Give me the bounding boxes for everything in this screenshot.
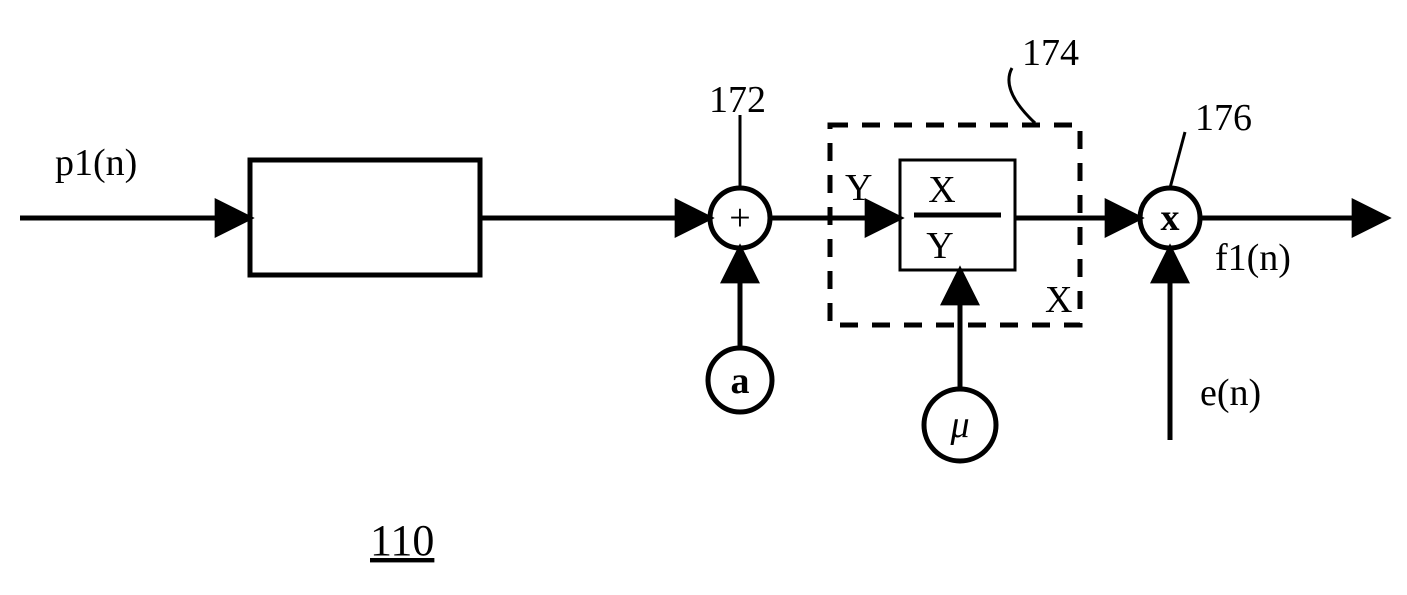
block-diagram: + a X Y Y X μ x p1(n) f1(n) e(n) 172 174… [0, 0, 1407, 595]
denominator-y: Y [926, 225, 953, 267]
divider-dashed-box [830, 125, 1080, 325]
multiplier: x [1140, 188, 1200, 248]
error-signal-label: e(n) [1200, 372, 1261, 414]
ref-172: 172 [709, 79, 766, 121]
ref-176: 176 [1195, 97, 1252, 139]
y-port-label: Y [845, 167, 872, 209]
mu-source: μ [924, 389, 996, 461]
ref-174: 174 [1022, 32, 1079, 74]
a-label: a [731, 360, 750, 402]
constant-a-source: a [708, 348, 772, 412]
x-port-label: X [1045, 279, 1072, 321]
divide-block: X Y [900, 160, 1015, 270]
input-signal-label: p1(n) [55, 142, 137, 184]
mu-label: μ [949, 404, 969, 446]
summing-junction: + [710, 188, 770, 248]
figure-number: 110 [370, 516, 434, 565]
process-block [250, 160, 480, 275]
numerator-x: X [928, 169, 955, 211]
output-signal-label: f1(n) [1215, 237, 1291, 279]
times-icon: x [1161, 197, 1180, 239]
callouts [740, 68, 1185, 188]
edges [20, 218, 1385, 440]
plus-icon: + [729, 197, 750, 239]
